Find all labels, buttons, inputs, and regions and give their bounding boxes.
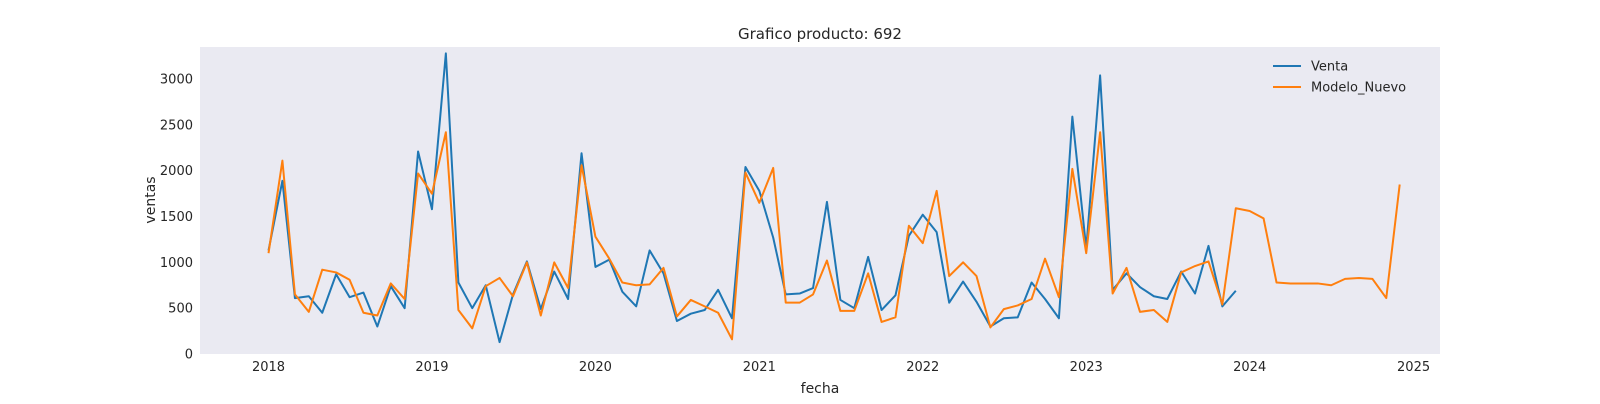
x-tick-label: 2025 xyxy=(1397,360,1430,375)
legend-label: Modelo_Nuevo xyxy=(1311,81,1406,96)
x-tick-label: 2023 xyxy=(1070,360,1103,375)
chart-title: Grafico producto: 692 xyxy=(738,25,902,43)
x-tick-label: 2021 xyxy=(743,360,776,375)
series-line-modelo-nuevo xyxy=(267,131,1401,341)
y-tick-label: 0 xyxy=(185,348,193,363)
y-axis-ticks: 0 500 1000 1500 2000 2500 3000 xyxy=(160,73,193,363)
y-tick-label: 2000 xyxy=(160,164,193,179)
y-tick-label: 2500 xyxy=(160,118,193,133)
legend: Venta Modelo_Nuevo xyxy=(1273,60,1406,96)
series-line-venta xyxy=(267,52,1237,344)
x-axis-label: fecha xyxy=(801,381,840,397)
y-tick-label: 1000 xyxy=(160,256,193,271)
y-axis-label: ventas xyxy=(143,176,159,223)
plot-area xyxy=(200,47,1440,354)
x-axis-ticks: 2018 2019 2020 2021 2022 2023 2024 2025 xyxy=(252,360,1430,375)
x-tick-label: 2020 xyxy=(579,360,612,375)
x-tick-label: 2022 xyxy=(906,360,939,375)
y-tick-label: 1500 xyxy=(160,210,193,225)
x-tick-label: 2024 xyxy=(1233,360,1266,375)
y-tick-label: 3000 xyxy=(160,73,193,88)
legend-label: Venta xyxy=(1311,60,1348,75)
x-tick-label: 2018 xyxy=(252,360,285,375)
x-tick-label: 2019 xyxy=(415,360,448,375)
y-tick-label: 500 xyxy=(168,302,193,317)
series-lines xyxy=(267,52,1401,344)
